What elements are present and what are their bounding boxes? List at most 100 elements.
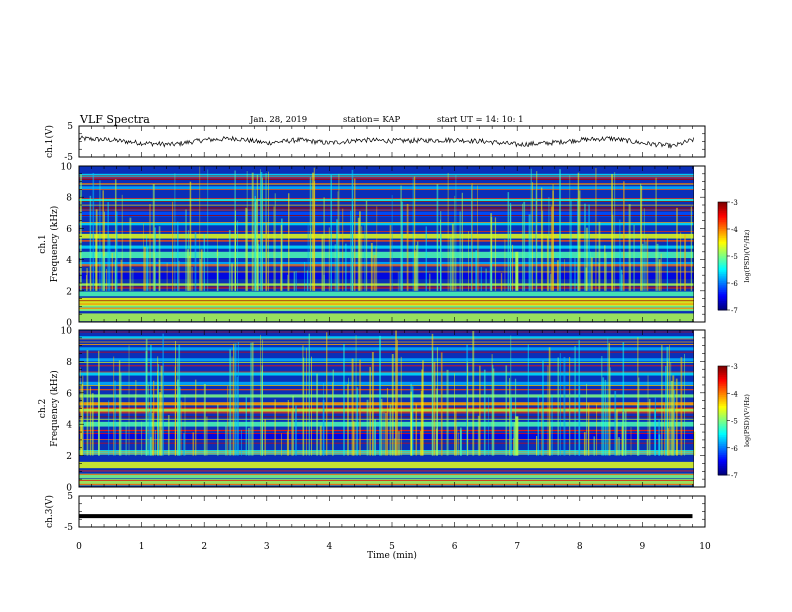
streak (114, 260, 116, 291)
y-tick-label: 2 (66, 287, 72, 297)
colorbar-segment (718, 382, 727, 385)
streak (628, 204, 631, 291)
streak (638, 377, 640, 456)
streak (655, 177, 657, 291)
colorbar-segment (718, 445, 727, 449)
streak (536, 171, 538, 291)
streak (227, 385, 229, 456)
band (79, 381, 694, 385)
colorbar-segment (718, 391, 727, 394)
streak (217, 237, 218, 291)
colorbar-segment (718, 288, 727, 291)
streak (550, 206, 553, 291)
streak (330, 175, 333, 291)
band (79, 173, 694, 177)
colorbar-segment (718, 396, 727, 400)
streak (364, 222, 366, 291)
x-tick-label: 0 (76, 542, 82, 552)
streak (83, 391, 85, 456)
colorbar-tick-label: -6 (731, 280, 738, 288)
y-axis-label: Frequency (kHz) (49, 370, 60, 447)
colorbar-segment (718, 429, 727, 432)
colorbar-segment (718, 393, 727, 396)
streak (350, 210, 352, 291)
streak (636, 403, 638, 456)
streak (265, 222, 268, 291)
streak (440, 211, 442, 291)
streak (513, 438, 514, 456)
colorbar-segment (718, 221, 727, 225)
streak (461, 192, 463, 291)
colorbar-segment (718, 444, 727, 447)
colorbar-segment (718, 207, 727, 210)
streak (348, 377, 349, 456)
streak (397, 271, 399, 291)
streak (507, 192, 510, 291)
streak (332, 369, 334, 456)
streak (151, 412, 154, 456)
colorbar-segment (718, 304, 727, 307)
streak (194, 232, 197, 291)
streak (369, 366, 371, 456)
colorbar-segment (718, 465, 727, 469)
streak (624, 411, 627, 456)
streak (178, 344, 181, 456)
colorbar-segment (718, 275, 727, 279)
band (79, 251, 694, 259)
streak (141, 421, 143, 456)
streak (189, 181, 192, 291)
streak (556, 260, 559, 291)
colorbar-tick-label: -3 (731, 363, 738, 371)
streak (146, 247, 149, 291)
panels-group (78, 135, 696, 519)
streak (379, 335, 382, 456)
colorbar-segment (718, 455, 727, 458)
band (79, 291, 694, 297)
streak (598, 221, 601, 291)
streak (668, 428, 669, 456)
streak (148, 412, 151, 456)
streak (274, 399, 276, 456)
streak (166, 262, 168, 291)
colorbar-segment (718, 469, 727, 472)
streak (347, 384, 349, 456)
streak (505, 365, 508, 456)
streak (459, 211, 461, 291)
colorbar-segment (718, 241, 727, 244)
colorbar-segment (718, 453, 727, 456)
streak (260, 171, 263, 291)
streak (128, 345, 130, 456)
streak (537, 395, 539, 456)
streak (200, 249, 203, 291)
colorbar-tick-label: -5 (731, 253, 738, 261)
colorbar-segment (718, 376, 727, 380)
streak (195, 379, 197, 456)
colorbar-ch1: -3 -4 -5 -6 -7 log(PSD)(V²/Hz) (717, 199, 751, 315)
colorbar-segment (718, 451, 727, 454)
station-label: station= KAP (343, 115, 401, 125)
band (79, 347, 694, 351)
streak (667, 361, 668, 456)
streak (670, 380, 673, 456)
streak (656, 243, 659, 291)
streak (203, 234, 206, 291)
streak (614, 172, 616, 291)
colorbar-segment (718, 274, 727, 277)
colorbar-segment (718, 243, 727, 246)
sferic-streaks (80, 330, 696, 456)
colorbar-segment (718, 367, 727, 371)
streak (532, 182, 534, 291)
sferic-streaks (79, 166, 693, 291)
streak (288, 193, 290, 291)
streak (323, 274, 325, 291)
streak (343, 343, 345, 456)
colorbar-segment (718, 442, 727, 445)
streak (203, 383, 206, 456)
streak (247, 427, 250, 456)
band (79, 198, 694, 202)
colorbar-segment (718, 375, 727, 378)
colorbar-segment (718, 229, 727, 232)
streak (352, 421, 355, 456)
streak (199, 166, 201, 291)
streak (586, 227, 588, 291)
